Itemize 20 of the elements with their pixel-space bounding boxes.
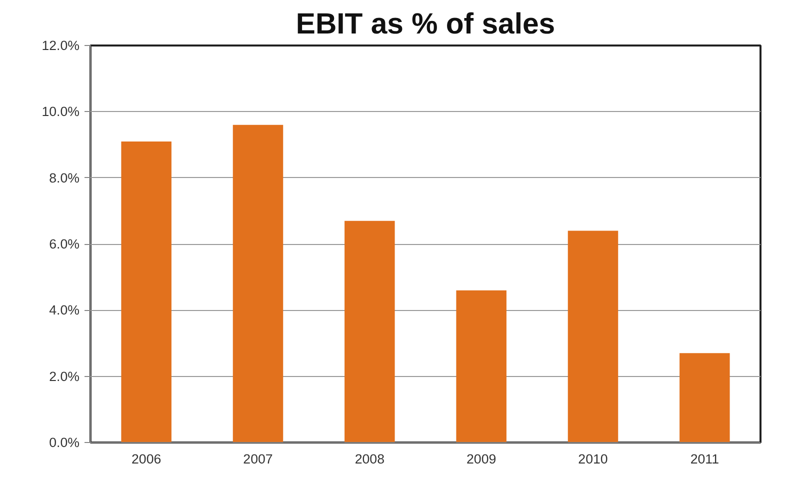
chart-title: EBIT as % of sales (296, 8, 556, 40)
y-tick-label: 10.0% (42, 104, 80, 120)
y-tick-label: 6.0% (49, 236, 80, 252)
y-tick-label: 8.0% (49, 170, 80, 186)
x-tick-label: 2008 (354, 452, 384, 466)
bar (121, 141, 172, 442)
bar (568, 230, 618, 442)
y-tick-label: 12.0% (42, 38, 80, 53)
x-tick-label: 2011 (690, 452, 720, 466)
x-tick-label: 2010 (578, 452, 608, 466)
x-tick-label: 2009 (466, 452, 496, 466)
bar (344, 220, 395, 442)
x-tick-label: 2006 (132, 452, 162, 466)
bar (456, 290, 506, 442)
y-tick-label: 4.0% (49, 302, 80, 318)
y-tick-label: 2.0% (49, 368, 80, 384)
y-tick-label: 0.0% (49, 435, 80, 450)
x-tick-label: 2007 (243, 452, 273, 466)
bar (232, 124, 284, 442)
bar (680, 353, 730, 442)
